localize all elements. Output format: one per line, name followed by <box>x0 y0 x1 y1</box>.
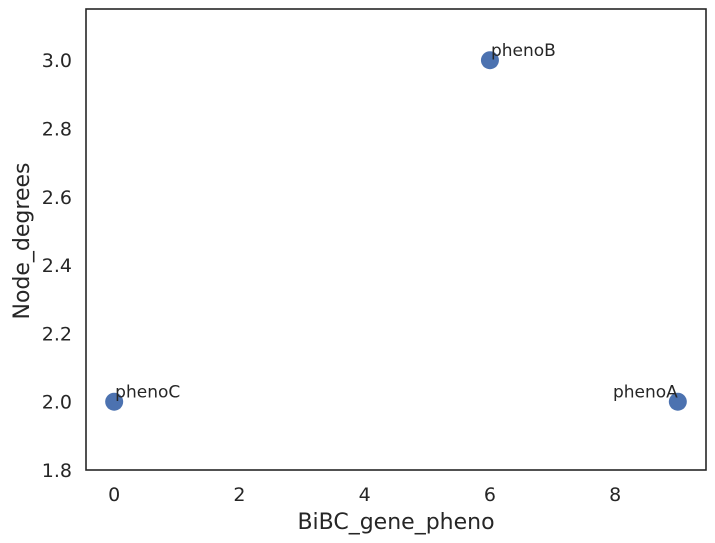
point-label: phenoA <box>613 383 678 403</box>
plot-frame <box>85 8 707 471</box>
x-tick-labels: 0 2 4 6 8 <box>108 484 621 506</box>
y-tick-label: 2.4 <box>42 255 72 277</box>
x-tick-label: 4 <box>359 484 371 506</box>
point-labels: phenoA phenoB phenoC <box>115 41 678 402</box>
y-tick-labels: 1.8 2.0 2.2 2.4 2.6 2.8 3.0 <box>42 50 72 482</box>
x-tick-label: 6 <box>484 484 496 506</box>
data-points <box>105 51 687 411</box>
x-tick-label: 0 <box>108 484 120 506</box>
x-tick-label: 2 <box>233 484 245 506</box>
point-label: phenoC <box>115 383 180 403</box>
y-tick-label: 1.8 <box>42 460 72 482</box>
scatter-point <box>668 392 687 411</box>
y-axis-label: Node_degrees <box>10 163 35 320</box>
y-tick-label: 2.0 <box>42 392 72 414</box>
x-tick-label: 8 <box>609 484 621 506</box>
y-tick-label: 2.8 <box>42 119 72 141</box>
scatter-point <box>105 392 124 411</box>
scatter-point <box>480 51 499 70</box>
y-tick-label: 2.2 <box>42 323 72 345</box>
point-label: phenoB <box>491 41 556 61</box>
y-tick-label: 2.6 <box>42 187 72 209</box>
x-axis-label: BiBC_gene_pheno <box>297 510 494 535</box>
y-tick-label: 3.0 <box>42 50 72 72</box>
